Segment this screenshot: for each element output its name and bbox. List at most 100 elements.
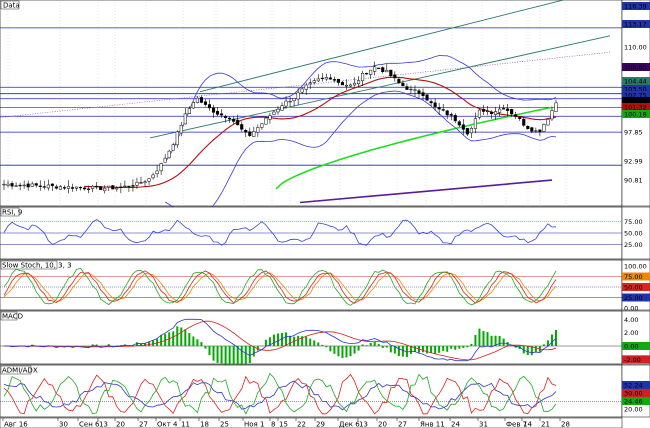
candle[interactable] — [191, 101, 195, 109]
adx-panel[interactable]: ADMI/ADX — [0, 364, 623, 418]
candle[interactable] — [79, 186, 83, 191]
candle[interactable] — [83, 185, 87, 191]
candle[interactable] — [320, 73, 324, 82]
candle[interactable] — [389, 69, 393, 78]
candle[interactable] — [211, 104, 216, 118]
candle[interactable] — [34, 182, 38, 188]
candle[interactable] — [70, 183, 75, 192]
candle[interactable] — [224, 114, 228, 123]
candle[interactable] — [292, 97, 296, 107]
candle[interactable] — [175, 130, 179, 148]
candle[interactable] — [361, 70, 365, 86]
candle[interactable] — [296, 87, 300, 105]
candle[interactable] — [437, 102, 441, 115]
candle[interactable] — [502, 104, 506, 110]
candle[interactable] — [14, 182, 18, 187]
stoch-panel[interactable]: Slow Stoch, 10, 3, 3 — [0, 259, 623, 311]
candle[interactable] — [195, 96, 199, 104]
candle[interactable] — [10, 181, 14, 190]
candle[interactable] — [163, 153, 167, 163]
candle[interactable] — [280, 102, 284, 111]
candle[interactable] — [405, 83, 409, 90]
candle[interactable] — [151, 172, 155, 180]
candle[interactable] — [38, 180, 42, 191]
candle[interactable] — [357, 76, 361, 88]
candle[interactable] — [381, 66, 385, 74]
candle[interactable] — [409, 85, 413, 95]
candle[interactable] — [99, 185, 103, 190]
candle[interactable] — [485, 106, 490, 116]
price-panel[interactable]: Data — [0, 0, 623, 221]
candle[interactable] — [477, 108, 481, 120]
candle[interactable] — [159, 162, 163, 175]
macd-axis[interactable]: 4.00 2.00 0.00 -2.00 — [621, 310, 650, 365]
rsi-panel[interactable]: RSI, 9 — [0, 206, 623, 260]
candle[interactable] — [308, 78, 312, 90]
candle[interactable] — [377, 67, 381, 70]
candle[interactable] — [340, 80, 345, 86]
candle[interactable] — [30, 181, 34, 187]
candle[interactable] — [465, 128, 469, 137]
candle[interactable] — [510, 108, 514, 117]
candle[interactable] — [373, 61, 377, 76]
candle[interactable] — [369, 69, 373, 79]
candle[interactable] — [332, 76, 336, 83]
candle[interactable] — [272, 110, 276, 115]
candle[interactable] — [220, 109, 224, 118]
candle[interactable] — [236, 114, 240, 126]
candle[interactable] — [103, 185, 107, 194]
candle[interactable] — [127, 185, 131, 192]
candle[interactable] — [18, 182, 22, 191]
candle[interactable] — [66, 180, 71, 194]
candle[interactable] — [203, 99, 208, 107]
candle[interactable] — [425, 94, 429, 101]
candle[interactable] — [54, 184, 58, 190]
candle[interactable] — [155, 165, 159, 178]
candle[interactable] — [514, 111, 518, 119]
candle[interactable] — [365, 72, 369, 75]
candle[interactable] — [119, 182, 123, 194]
candle[interactable] — [171, 142, 175, 151]
date-axis[interactable]: Авг 16 30 Сен 6 13 20 27 Окт 4 11 18 25 Ноя 1 8 15 22… — [0, 417, 623, 428]
candle[interactable] — [115, 186, 119, 192]
candle[interactable] — [494, 106, 498, 120]
candle[interactable] — [167, 149, 171, 159]
candle[interactable] — [542, 123, 546, 132]
trend-channel-lower[interactable] — [149, 35, 611, 139]
candle[interactable] — [284, 96, 288, 109]
candle[interactable] — [393, 71, 397, 82]
candle[interactable] — [550, 107, 554, 122]
candle[interactable] — [445, 109, 449, 120]
candle[interactable] — [328, 73, 332, 80]
candle[interactable] — [207, 99, 212, 111]
candle[interactable] — [518, 116, 522, 121]
candle[interactable] — [534, 127, 538, 134]
candle[interactable] — [260, 123, 264, 130]
candle[interactable] — [26, 180, 30, 191]
candle[interactable] — [506, 104, 510, 117]
macd-panel[interactable]: MACD — [0, 310, 623, 365]
candle[interactable] — [324, 73, 328, 82]
candle[interactable] — [183, 108, 187, 125]
candle[interactable] — [6, 180, 10, 188]
candle[interactable] — [143, 179, 147, 187]
candle[interactable] — [554, 99, 558, 113]
candle[interactable] — [248, 127, 252, 137]
candle[interactable] — [336, 78, 340, 86]
candle[interactable] — [244, 128, 248, 138]
candle[interactable] — [441, 104, 445, 112]
candle[interactable] — [473, 112, 477, 134]
price-axis[interactable]: 116.39113.17110.00106.65104.44103.50102.… — [621, 0, 650, 207]
candle[interactable] — [74, 186, 79, 192]
candle[interactable] — [87, 185, 91, 194]
candle[interactable] — [199, 95, 203, 104]
candle[interactable] — [344, 79, 349, 90]
candle[interactable] — [457, 120, 461, 127]
stoch-axis[interactable]: 100.00 75.00 50.00 25.00 0.00 — [621, 259, 650, 313]
candle[interactable] — [304, 82, 308, 95]
candle[interactable] — [252, 126, 256, 138]
candle[interactable] — [240, 121, 244, 132]
candle[interactable] — [312, 78, 316, 85]
candle[interactable] — [135, 177, 139, 189]
